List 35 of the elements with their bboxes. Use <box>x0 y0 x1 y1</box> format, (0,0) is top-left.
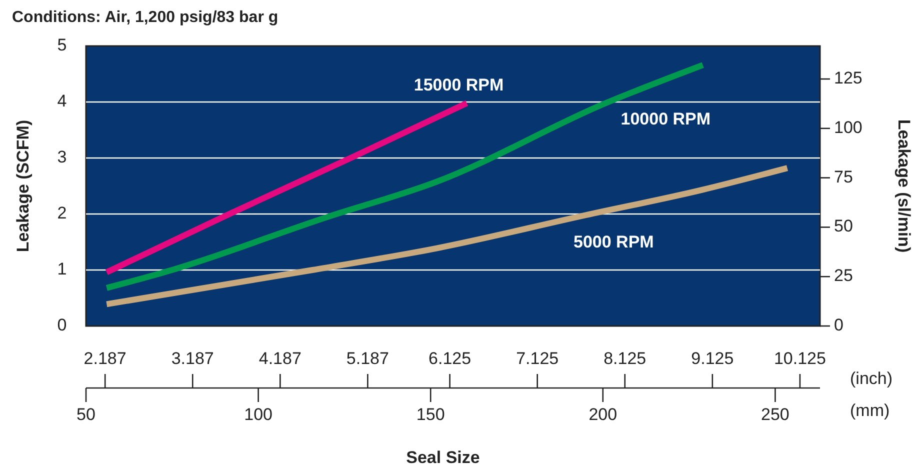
y2-tick-label: 50 <box>834 216 853 236</box>
x-tick-label: 150 <box>416 405 445 424</box>
y2-tick-label: 100 <box>834 118 862 137</box>
series-label: 5000 RPM <box>574 232 654 252</box>
chart-title: Conditions: Air, 1,200 psig/83 bar g <box>12 9 278 26</box>
x2-tick-label: 2.187 <box>84 349 126 368</box>
x-tick-label: 250 <box>761 405 790 424</box>
series-label: 15000 RPM <box>414 76 504 95</box>
y2-tick-label: 75 <box>834 167 853 186</box>
y2-tick-label: 25 <box>834 266 853 286</box>
y-tick-label: 1 <box>57 259 67 278</box>
y-tick-label: 2 <box>57 203 67 222</box>
y-tick-label: 4 <box>57 91 67 110</box>
x2-axis-title: (inch) <box>850 369 893 388</box>
x2-tick-label: 10.125 <box>774 349 826 368</box>
x-tick-label: 200 <box>588 405 618 424</box>
x2-tick-label: 5.187 <box>346 349 389 368</box>
text: (mm) <box>850 401 890 420</box>
x2-tick-label: 6.125 <box>428 349 472 368</box>
x2-tick-label: 8.125 <box>604 349 646 368</box>
y-axis-title: Leakage (SCFM) <box>13 120 32 252</box>
x-axis-title: Seal Size <box>406 448 480 467</box>
x2-tick-label: 7.125 <box>516 349 559 368</box>
y-tick-label: 3 <box>57 147 67 166</box>
x2-tick-label: 3.187 <box>171 349 214 368</box>
x-tick-label: 100 <box>244 405 272 424</box>
series-label: 10000 RPM <box>620 110 711 129</box>
x2-tick-label: 4.187 <box>258 349 302 368</box>
y2-axis-title: Leakage (sl/min) <box>894 119 914 253</box>
y2-tick-label: 125 <box>834 68 862 88</box>
y-tick-label: 5 <box>57 35 67 54</box>
y-tick-label: 0 <box>57 315 67 334</box>
x2-tick-label: 9.125 <box>691 349 734 368</box>
x-tick-label: 50 <box>76 405 96 424</box>
y2-tick-label: 0 <box>834 315 844 334</box>
